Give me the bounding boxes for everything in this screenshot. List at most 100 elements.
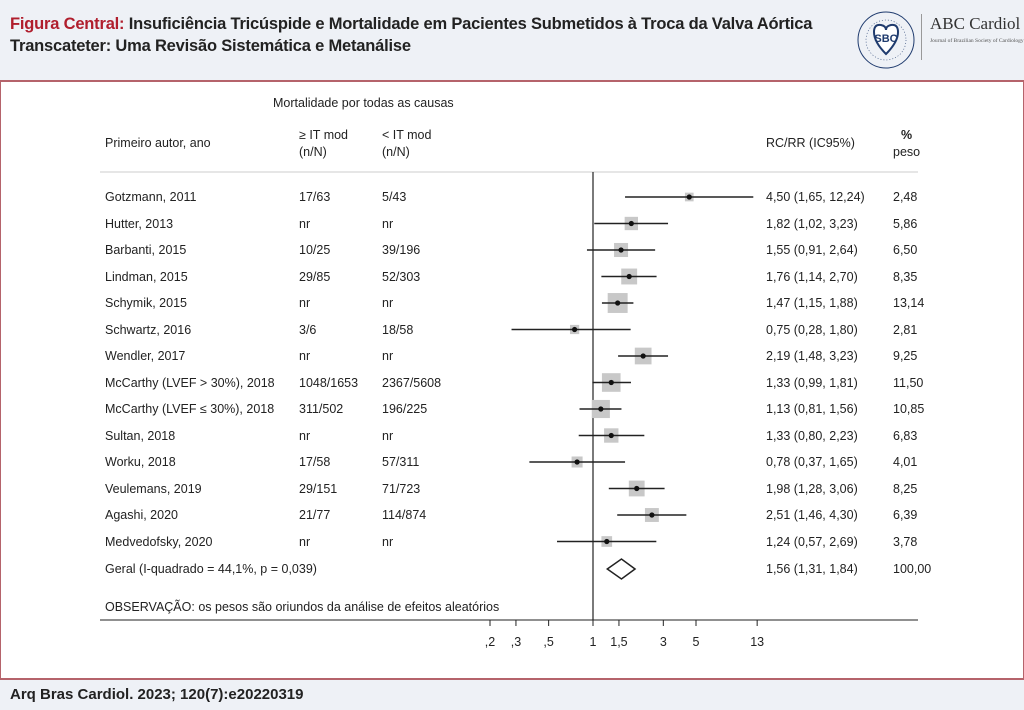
title-rest: Insuficiência Tricúspide e Mortalidade e… — [128, 15, 813, 33]
study-lt-count: 52/303 — [382, 269, 421, 284]
study-author: Hutter, 2013 — [105, 216, 174, 231]
study-lt-count: 71/723 — [382, 481, 421, 496]
study-lt-count: nr — [382, 296, 394, 310]
study-author: McCarthy (LVEF ≤ 30%), 2018 — [105, 402, 275, 416]
study-author: Gotzmann, 2011 — [105, 190, 197, 204]
study-author: Schymik, 2015 — [105, 296, 187, 310]
study-ci: 1,13 (0,81, 1,56) — [766, 402, 858, 416]
study-weight: 6,39 — [893, 508, 918, 522]
study-author: Schwartz, 2016 — [105, 322, 192, 337]
study-ci: 1,33 (0,99, 1,81) — [766, 375, 858, 390]
x-tick-label: ,2 — [485, 635, 495, 649]
brand-sub: Journal of Brazilian Society of Cardiolo… — [930, 38, 1024, 44]
study-ci: 1,47 (1,15, 1,88) — [766, 296, 858, 310]
study-ge-count: 1048/1653 — [299, 375, 359, 390]
study-weight: 10,85 — [893, 402, 925, 416]
study-weight: 9,25 — [893, 349, 918, 363]
title-line2: Transcateter: Uma Revisão Sistemática e … — [10, 37, 411, 55]
study-lt-count: 196/225 — [382, 402, 428, 416]
study-lt-count: nr — [382, 216, 394, 231]
study-lt-count: 5/43 — [382, 190, 407, 204]
study-author: Agashi, 2020 — [105, 508, 178, 522]
point-estimate — [574, 459, 580, 465]
x-tick-label: ,5 — [543, 635, 553, 649]
study-author: Wendler, 2017 — [105, 349, 186, 363]
study-ci: 2,51 (1,46, 4,30) — [766, 508, 858, 522]
study-lt-count: 2367/5608 — [382, 375, 442, 390]
study-weight: 2,81 — [893, 322, 918, 337]
study-weight: 6,50 — [893, 243, 918, 257]
study-author: Veulemans, 2019 — [105, 481, 202, 496]
brand: ABC Cardiol Journal of Brazilian Society… — [921, 14, 1024, 60]
point-estimate — [626, 273, 632, 280]
col-lt-1: < IT mod — [382, 128, 432, 142]
study-ci: 1,76 (1,14, 2,70) — [766, 269, 858, 284]
footer: Arq Bras Cardiol. 2023; 120(7):e20220319 — [0, 678, 1024, 710]
sbc-logo: SBC — [857, 11, 915, 69]
study-ci: 4,50 (1,65, 12,24) — [766, 190, 865, 204]
logo-text: SBC — [874, 33, 897, 45]
point-estimate — [604, 538, 610, 545]
study-weight: 13,14 — [893, 296, 925, 310]
study-ci: 0,78 (0,37, 1,65) — [766, 455, 858, 469]
brand-name: ABC Cardiol — [930, 14, 1021, 33]
point-estimate — [686, 194, 692, 200]
point-estimate — [628, 220, 634, 227]
study-weight: 8,25 — [893, 481, 918, 496]
study-ge-count: 29/85 — [299, 269, 331, 284]
study-weight: 2,48 — [893, 190, 918, 204]
col-weight-1: % — [901, 128, 913, 142]
chart-note: OBSERVAÇÃO: os pesos são oriundos da aná… — [105, 600, 500, 614]
study-ge-count: 21/77 — [299, 508, 331, 522]
col-author: Primeiro autor, ano — [105, 136, 211, 150]
overall-diamond — [605, 558, 637, 580]
point-estimate — [598, 406, 604, 412]
point-estimate — [640, 353, 646, 359]
point-estimate — [615, 300, 621, 306]
x-tick-label: 13 — [750, 635, 764, 649]
study-ge-count: nr — [299, 349, 311, 363]
study-ci: 1,82 (1,02, 3,23) — [766, 216, 858, 231]
study-ge-count: nr — [299, 216, 311, 231]
x-tick-label: ,3 — [511, 635, 521, 649]
study-weight: 11,50 — [893, 375, 924, 390]
x-tick-label: 1,5 — [610, 635, 627, 649]
study-weight: 5,86 — [893, 216, 918, 231]
point-estimate — [608, 432, 614, 439]
study-author: Barbanti, 2015 — [105, 243, 187, 257]
study-weight: 6,83 — [893, 428, 918, 443]
citation: Arq Bras Cardiol. 2023; 120(7):e20220319 — [10, 686, 304, 703]
study-lt-count: nr — [382, 534, 394, 549]
study-ge-count: 311/502 — [299, 402, 344, 416]
title-lead: Figura Central: — [10, 15, 125, 33]
study-lt-count: nr — [382, 428, 394, 443]
col-weight-2: peso — [893, 145, 921, 159]
study-ci: 2,19 (1,48, 3,23) — [766, 349, 858, 363]
overall-ci: 1,56 (1,31, 1,84) — [766, 562, 858, 576]
figure-title: Figura Central: Insuficiência Tricúspide… — [10, 13, 812, 57]
point-estimate — [608, 379, 614, 386]
point-estimate — [634, 485, 640, 492]
study-weight: 8,35 — [893, 269, 918, 284]
point-estimate — [649, 512, 655, 518]
overall-weight: 100,00 — [893, 562, 932, 576]
study-lt-count: 18/58 — [382, 322, 414, 337]
study-author: McCarthy (LVEF > 30%), 2018 — [105, 375, 275, 390]
study-ge-count: nr — [299, 534, 311, 549]
study-ge-count: nr — [299, 296, 311, 310]
study-weight: 3,78 — [893, 534, 918, 549]
study-ge-count: 29/151 — [299, 481, 338, 496]
col-ge-2: (n/N) — [299, 145, 327, 159]
study-ci: 1,55 (0,91, 2,64) — [766, 243, 858, 257]
col-ge-1: ≥ IT mod — [299, 128, 349, 142]
study-lt-count: 39/196 — [382, 243, 421, 257]
point-estimate — [571, 326, 578, 333]
x-tick-label: 1 — [590, 635, 597, 649]
col-ci: RC/RR (IC95%) — [766, 136, 855, 150]
chart-title: Mortalidade por todas as causas — [273, 96, 454, 110]
study-ge-count: 17/63 — [299, 190, 331, 204]
study-lt-count: nr — [382, 349, 394, 363]
col-lt-2: (n/N) — [382, 145, 410, 159]
study-ge-count: nr — [299, 428, 311, 443]
